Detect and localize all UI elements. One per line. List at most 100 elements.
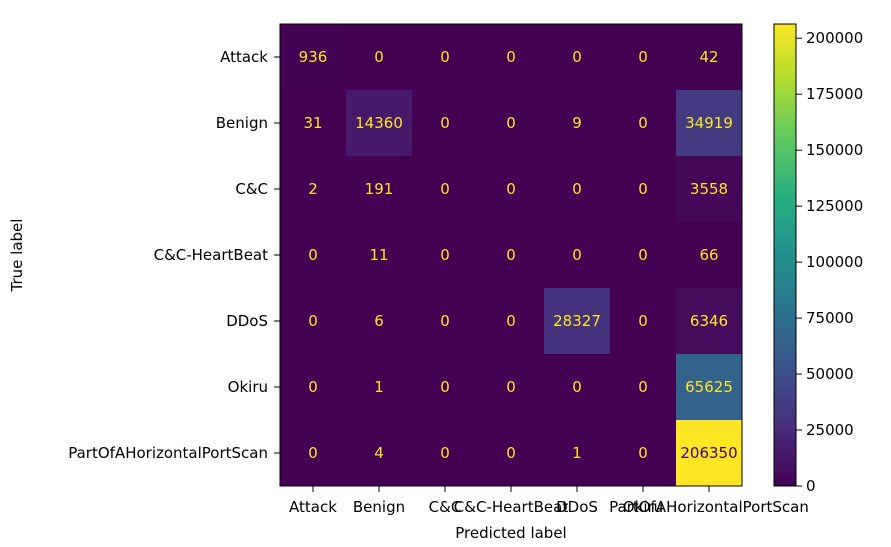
heatmap-cell bbox=[280, 156, 347, 223]
heatmap-cell bbox=[346, 222, 413, 289]
cell-value-label: 6346 bbox=[690, 312, 728, 330]
heatmap-cell bbox=[412, 156, 479, 223]
colorbar-tick-label: 50000 bbox=[806, 365, 854, 383]
cell-value-label: 0 bbox=[308, 444, 318, 462]
heatmap-cell bbox=[676, 222, 743, 289]
heatmap-cell bbox=[676, 288, 743, 355]
heatmap-cell bbox=[346, 288, 413, 355]
heatmap-cell bbox=[676, 24, 743, 91]
heatmap-cell bbox=[544, 420, 611, 487]
x-tick-label: Benign bbox=[353, 498, 405, 516]
heatmap-cell bbox=[610, 354, 677, 421]
x-tick-label: C&C bbox=[429, 498, 462, 516]
heatmap-cell bbox=[280, 288, 347, 355]
heatmap-cell bbox=[412, 288, 479, 355]
heatmap-cell bbox=[610, 156, 677, 223]
heatmap-cell bbox=[280, 420, 347, 487]
y-tick-label: C&C bbox=[235, 180, 268, 198]
heatmap-cell bbox=[412, 354, 479, 421]
heatmap-cell bbox=[676, 90, 743, 157]
cell-value-label: 0 bbox=[638, 180, 648, 198]
cell-value-label: 2 bbox=[308, 180, 318, 198]
cell-value-label: 3558 bbox=[690, 180, 728, 198]
heatmap-cell bbox=[346, 420, 413, 487]
x-tick-label: Attack bbox=[289, 498, 337, 516]
heatmap-cell bbox=[610, 222, 677, 289]
heatmap-cell bbox=[544, 354, 611, 421]
heatmap-cell bbox=[544, 24, 611, 91]
cell-value-label: 0 bbox=[572, 180, 582, 198]
colorbar bbox=[773, 23, 797, 487]
heatmap-cell bbox=[478, 288, 545, 355]
heatmap-cell bbox=[544, 156, 611, 223]
cell-value-label: 31 bbox=[303, 114, 322, 132]
heatmap-cell bbox=[544, 90, 611, 157]
cell-value-label: 0 bbox=[440, 246, 450, 264]
heatmap-cell bbox=[610, 288, 677, 355]
heatmap-cell bbox=[478, 24, 545, 91]
cell-value-label: 0 bbox=[638, 246, 648, 264]
heatmap-cell bbox=[478, 354, 545, 421]
heatmap-cell bbox=[412, 90, 479, 157]
heatmap-cell bbox=[544, 222, 611, 289]
colorbar-tick-label: 200000 bbox=[806, 29, 863, 47]
y-tick-label: DDoS bbox=[226, 312, 268, 330]
heatmap-cell bbox=[346, 90, 413, 157]
heatmap-cell bbox=[346, 24, 413, 91]
y-tick-label: Okiru bbox=[228, 378, 268, 396]
heatmap-cell bbox=[412, 222, 479, 289]
cell-value-label: 936 bbox=[299, 48, 328, 66]
cell-value-label: 0 bbox=[638, 444, 648, 462]
cell-value-label: 0 bbox=[440, 48, 450, 66]
y-tick-label: C&C-HeartBeat bbox=[154, 246, 269, 264]
x-tick-label: DDoS bbox=[556, 498, 598, 516]
cell-value-label: 191 bbox=[365, 180, 394, 198]
cell-value-label: 0 bbox=[638, 312, 648, 330]
heatmap-cell bbox=[478, 222, 545, 289]
cell-value-label: 65625 bbox=[685, 378, 733, 396]
colorbar-tick-label: 175000 bbox=[806, 85, 863, 103]
heatmap-cell bbox=[676, 354, 743, 421]
cell-value-label: 0 bbox=[374, 48, 384, 66]
x-tick-label: PartOfAHorizontalPortScan bbox=[609, 498, 809, 516]
heatmap-cell bbox=[280, 222, 347, 289]
cell-value-label: 0 bbox=[638, 48, 648, 66]
cell-value-label: 0 bbox=[572, 378, 582, 396]
cell-value-label: 0 bbox=[440, 312, 450, 330]
heatmap-cell bbox=[478, 420, 545, 487]
cell-value-label: 0 bbox=[506, 48, 516, 66]
heatmap-cells bbox=[280, 24, 743, 487]
heatmap-cell bbox=[280, 354, 347, 421]
cell-value-label: 0 bbox=[308, 378, 318, 396]
y-axis-ticks: Attack Benign C&C C&C-HeartBeat DDoS Okiru Par… bbox=[68, 48, 280, 462]
heatmap-cell bbox=[280, 24, 347, 91]
colorbar-tick-label: 150000 bbox=[806, 141, 863, 159]
cell-value-label: 0 bbox=[440, 114, 450, 132]
cell-value-label: 66 bbox=[699, 246, 718, 264]
y-axis-label: True label bbox=[8, 219, 26, 293]
cell-value-label: 0 bbox=[506, 312, 516, 330]
cell-value-label: 1 bbox=[572, 444, 582, 462]
x-axis-label: Predicted label bbox=[455, 524, 566, 542]
cell-value-label: 0 bbox=[440, 180, 450, 198]
y-tick-label: PartOfAHorizontalPortScan bbox=[68, 444, 268, 462]
cell-value-label: 0 bbox=[308, 312, 318, 330]
cell-value-label: 9 bbox=[572, 114, 582, 132]
x-tick-label: Okiru bbox=[623, 498, 663, 516]
heatmap-cell bbox=[280, 90, 347, 157]
cell-value-label: 28327 bbox=[553, 312, 601, 330]
cell-value-label: 11 bbox=[369, 246, 388, 264]
heatmap-cell bbox=[478, 156, 545, 223]
cell-value-label: 0 bbox=[506, 246, 516, 264]
heatmap-cell bbox=[346, 156, 413, 223]
heatmap-cell bbox=[610, 24, 677, 91]
cell-value-label: 0 bbox=[572, 246, 582, 264]
x-tick-label: C&C-HeartBeat bbox=[454, 498, 569, 516]
heatmap-cell bbox=[610, 420, 677, 487]
cell-value-label: 42 bbox=[699, 48, 718, 66]
cell-value-label: 1 bbox=[374, 378, 384, 396]
cell-value-label: 34919 bbox=[685, 114, 733, 132]
cell-value-label: 0 bbox=[506, 444, 516, 462]
heatmap-cell bbox=[478, 90, 545, 157]
